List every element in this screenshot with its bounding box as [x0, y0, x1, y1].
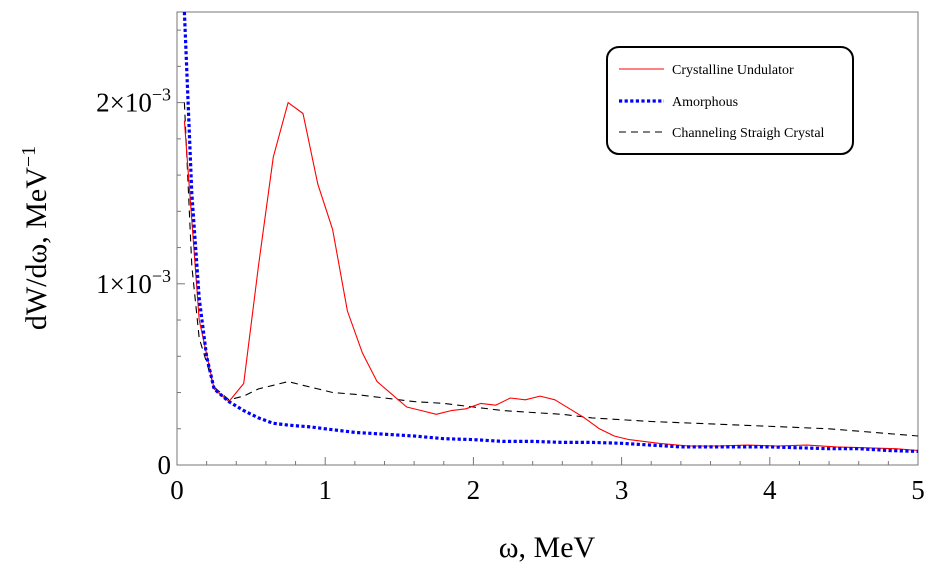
legend-label-crystalline: Crystalline Undulator [672, 63, 794, 78]
x-tick-label: 0 [170, 475, 184, 505]
y-ticks: 0 1×10−3 2×10−3 [96, 29, 185, 480]
series-line-amorphous [182, 11, 919, 453]
x-tick-label: 3 [615, 475, 629, 505]
x-ticks: 0 1 2 3 4 5 [170, 457, 925, 505]
y-tick-label: 1×10−3 [96, 266, 171, 299]
y-axis-label-exponent: −1 [18, 146, 40, 167]
y-axis-label-base: dW/dω, MeV [20, 167, 53, 330]
y-tick-label: 2×10−3 [96, 85, 171, 118]
legend: Crystalline Undulator Amorphous Channeli… [606, 46, 854, 155]
series-line-channeling [183, 102, 919, 437]
x-tick-label: 2 [467, 475, 481, 505]
plot-frame [176, 11, 919, 466]
legend-label-channeling: Channeling Straigh Crystal [672, 126, 825, 141]
series-lines [182, 11, 919, 453]
legend-label-amorphous: Amorphous [672, 95, 738, 110]
x-axis-label: ω, MeV [499, 531, 596, 564]
x-tick-label: 1 [318, 475, 332, 505]
x-tick-label: 5 [911, 475, 925, 505]
y-tick-label: 0 [158, 450, 172, 480]
y-axis-label: dW/dω, MeV−1 [18, 146, 53, 330]
x-tick-label: 4 [763, 475, 777, 505]
legend-box [606, 46, 854, 155]
